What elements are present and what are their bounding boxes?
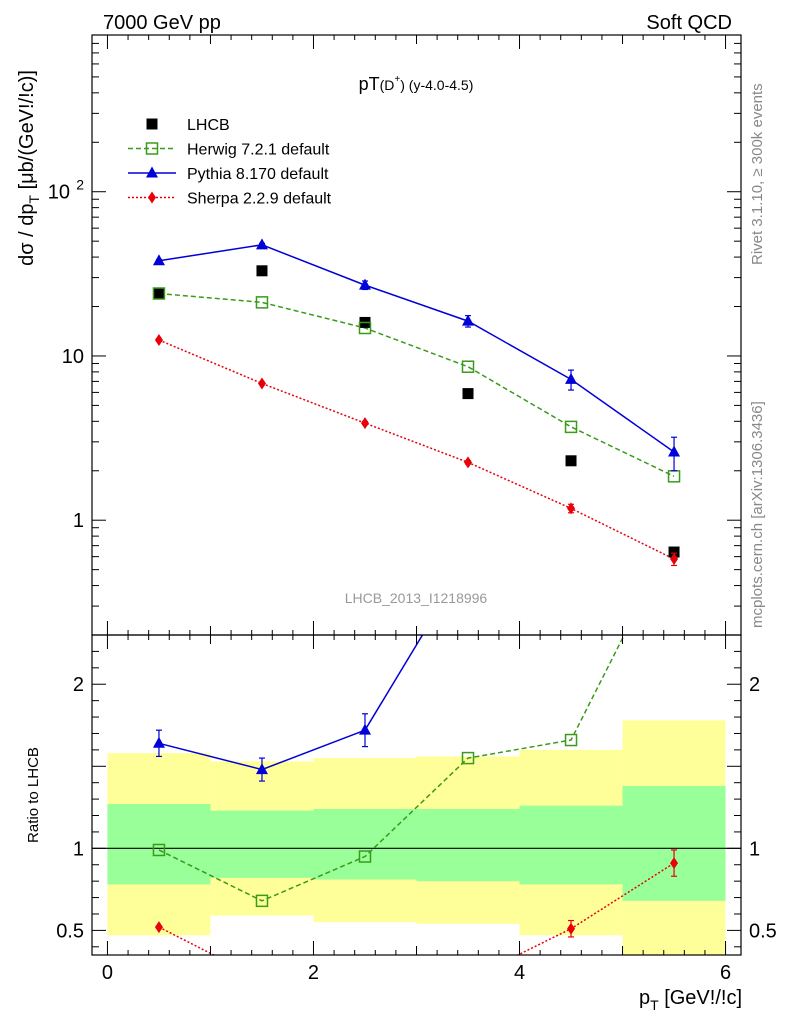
header-left: 7000 GeV pp [103, 12, 221, 34]
main-point-diamond [154, 334, 163, 347]
main-point-square [256, 265, 268, 277]
legend-label: Sherpa 2.2.9 default [187, 191, 332, 208]
main-y-tick-label: 10 [62, 346, 84, 368]
ratio-y-axis-label: Ratio to LHCB [25, 747, 42, 843]
watermark: LHCB_2013_I1218996 [345, 590, 488, 606]
ratio-point-open-square [461, 751, 475, 765]
inner-band-bin [519, 805, 623, 885]
ratio-point-open-square [564, 733, 578, 747]
main-point-diamond [567, 502, 576, 515]
ratio-point-open-square [255, 894, 269, 908]
x-axis-label: pT [GeV!/!c] [639, 987, 742, 1013]
inner-band-bin [210, 810, 314, 878]
inner-band-bin [313, 808, 417, 880]
main-y-tick-label: 10 [48, 182, 70, 204]
main-line-diamond [158, 339, 675, 560]
ratio-y-tick-label-left: 1 [73, 838, 84, 860]
legend-marker [146, 166, 158, 178]
main-point-open-square [461, 360, 475, 373]
ratio-line-diamond [158, 862, 675, 955]
main-point-triangle [358, 278, 371, 290]
ratio-y-tick-label-left: 2 [73, 674, 84, 696]
legend: LHCB Herwig 7.2.1 default Pythia 8.170 def… [128, 117, 332, 208]
ratio-y-tick-label-right: 0.5 [749, 920, 777, 942]
legend-label: Herwig 7.2.1 default [187, 142, 330, 159]
main-point-diamond [670, 553, 679, 566]
main-point-open-square [564, 420, 578, 434]
main-plot-series [152, 238, 681, 567]
main-y-axis-label: dσ / dpT [μb/(GeV!/!c)] [16, 70, 42, 266]
legend-marker [148, 191, 156, 204]
ratio-y-tick-label-right: 1 [749, 838, 760, 860]
legend-marker [145, 142, 159, 155]
inner-band-bin [416, 808, 520, 882]
ratio-point-triangle [255, 763, 268, 775]
main-point-triangle [152, 254, 165, 266]
ratio-point-open-square [358, 850, 372, 863]
main-point-open-square [667, 470, 681, 483]
ratio-point-diamond [670, 857, 679, 870]
legend-label: LHCB [187, 117, 230, 134]
mcplots-label: mcplots.cern.ch [arXiv:1306.3436] [749, 401, 766, 628]
header-right: Soft QCD [646, 12, 732, 34]
ratio-y-tick-label-left: 0.5 [56, 920, 84, 942]
legend-entry: Pythia 8.170 default [128, 166, 329, 183]
inner-band-bin [622, 785, 726, 901]
ratio-plot-series [92, 531, 741, 986]
ratio-point-diamond [154, 921, 163, 934]
ratio-line-open-square [158, 635, 626, 902]
main-point-triangle [565, 372, 578, 384]
ratio-y-tick-label-right: 2 [749, 674, 760, 696]
main-point-triangle [462, 314, 475, 326]
main-y-tick-exponent: 2 [76, 177, 84, 193]
main-point-square [668, 546, 680, 558]
legend-entry: LHCB [146, 117, 230, 134]
ratio-point-triangle [358, 723, 371, 735]
axis-ticks: 0 2 4 6 1 10 10 2 0.5 0.5 1 1 2 2 [48, 34, 777, 984]
x-tick-label: 4 [514, 962, 525, 984]
ratio-point-diamond [258, 974, 266, 986]
main-point-square [565, 455, 577, 467]
main-point-square [462, 388, 474, 400]
ratio-point-diamond [567, 922, 576, 935]
main-line-open-square [158, 292, 675, 477]
axis-labels: 7000 GeV pp Soft QCD Rivet 3.1.10, ≥ 300… [16, 12, 766, 1013]
legend-entry: Sherpa 2.2.9 default [128, 191, 332, 208]
legend-label: Pythia 8.170 default [187, 166, 329, 183]
ratio-point-diamond [464, 974, 472, 986]
ratio-point-open-square [152, 843, 166, 857]
ratio-point-open-square [669, 531, 680, 542]
main-point-square [153, 288, 165, 300]
x-tick-label: 0 [102, 962, 113, 984]
ratio-line-triangle [158, 635, 424, 771]
main-line-triangle [158, 244, 675, 453]
ratio-point-triangle [152, 736, 165, 748]
main-point-triangle [668, 445, 681, 457]
main-point-triangle [255, 238, 268, 250]
legend-marker [146, 118, 158, 130]
main-y-tick-label: 1 [73, 510, 84, 532]
x-tick-label: 6 [720, 962, 731, 984]
legend-entry: Herwig 7.2.1 default [128, 142, 330, 159]
main-point-open-square [358, 321, 372, 335]
rivet-label: Rivet 3.1.10, ≥ 300k events [749, 83, 766, 265]
main-point-open-square [255, 296, 269, 309]
x-tick-label: 2 [308, 962, 319, 984]
main-point-diamond [257, 377, 266, 390]
ratio-point-triangle [462, 553, 474, 564]
main-point-open-square [152, 287, 166, 300]
ratio-uncertainty-bands [107, 720, 726, 955]
main-title: pT(D+) (y-4.0-4.5) [359, 74, 474, 94]
main-point-diamond [464, 456, 473, 469]
main-point-diamond [360, 417, 369, 430]
